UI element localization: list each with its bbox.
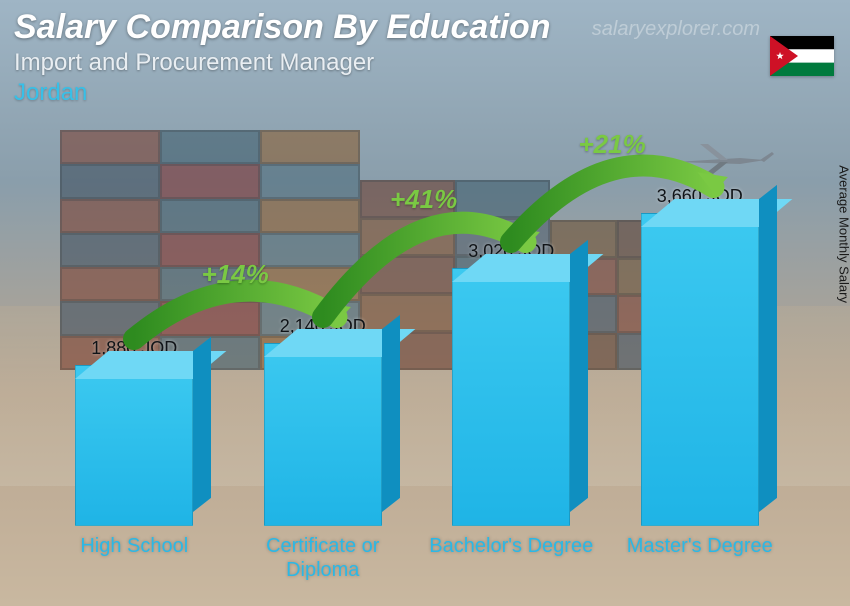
bar-category-label: High School — [40, 530, 229, 588]
bar-category-label: Master's Degree — [606, 530, 795, 588]
bar-category-label: Bachelor's Degree — [417, 530, 606, 588]
bar-slot: 3,660 JOD — [606, 186, 795, 526]
country-label: Jordan — [14, 79, 836, 107]
bar-chart: 1,880 JOD2,140 JOD3,020 JOD3,660 JOD Hig… — [40, 120, 794, 588]
page-title: Salary Comparison By Education — [14, 8, 836, 47]
header: Salary Comparison By Education Import an… — [14, 8, 836, 107]
bar-category-label: Certificate or Diploma — [229, 530, 418, 588]
y-axis-label: Average Monthly Salary — [837, 165, 850, 303]
bar-slot: 3,020 JOD — [417, 241, 606, 526]
bar-slot: 1,880 JOD — [40, 338, 229, 526]
job-title: Import and Procurement Manager — [14, 49, 836, 77]
jordan-flag-icon — [770, 36, 834, 76]
bar-slot: 2,140 JOD — [229, 316, 418, 526]
